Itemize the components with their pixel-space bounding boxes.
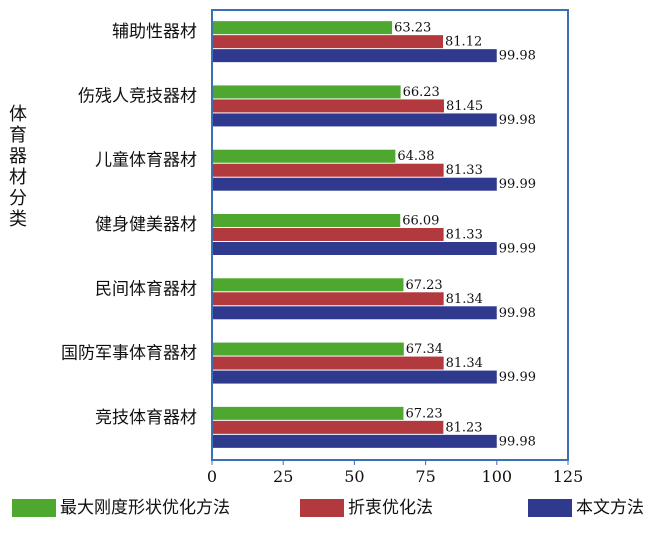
bar bbox=[213, 49, 497, 63]
data-label: 63.23 bbox=[394, 21, 431, 36]
data-label: 64.38 bbox=[397, 149, 434, 164]
category-label: 国防军事体育器材 bbox=[61, 344, 197, 364]
data-label: 67.34 bbox=[406, 342, 443, 357]
data-label: 99.98 bbox=[499, 434, 536, 449]
data-label: 66.09 bbox=[402, 214, 439, 229]
category-label: 伤残人竞技器材 bbox=[78, 86, 197, 106]
bar bbox=[213, 163, 444, 177]
bar bbox=[213, 85, 401, 99]
bar bbox=[213, 242, 497, 255]
x-tick-label: 75 bbox=[415, 467, 435, 486]
bar bbox=[213, 342, 404, 356]
data-label: 99.99 bbox=[499, 177, 536, 192]
value-labels: 63.23 81.12 99.98 66.23 81.45 99.98 64.38 81.33… bbox=[394, 21, 536, 450]
data-label: 99.99 bbox=[499, 242, 536, 257]
bar bbox=[213, 99, 444, 113]
bar bbox=[213, 177, 497, 191]
y-axis-label: 体育器材分类 bbox=[9, 104, 27, 230]
data-label: 66.23 bbox=[403, 85, 440, 100]
bar bbox=[213, 228, 444, 241]
data-label: 67.23 bbox=[405, 406, 442, 421]
legend-swatch bbox=[12, 499, 56, 517]
bar bbox=[213, 306, 497, 320]
bar bbox=[213, 406, 404, 420]
data-label: 99.98 bbox=[499, 49, 536, 64]
x-tick-label: 25 bbox=[273, 467, 293, 486]
legend-swatch bbox=[300, 499, 344, 517]
bar bbox=[213, 434, 497, 448]
data-label: 81.12 bbox=[445, 35, 482, 50]
x-tick-label: 50 bbox=[344, 467, 364, 486]
bar bbox=[213, 113, 497, 127]
data-label: 81.33 bbox=[446, 163, 483, 178]
data-label: 81.33 bbox=[446, 228, 483, 243]
x-tick-label: 125 bbox=[553, 467, 584, 486]
category-label: 民间体育器材 bbox=[95, 279, 197, 299]
bar bbox=[213, 420, 444, 434]
data-label: 81.34 bbox=[446, 292, 483, 307]
plot-frame bbox=[211, 9, 569, 461]
data-label: 99.98 bbox=[499, 113, 536, 128]
data-label: 67.23 bbox=[405, 278, 442, 293]
x-tick-label: 100 bbox=[482, 467, 513, 486]
data-label: 99.99 bbox=[499, 370, 536, 385]
legend: 最大刚度形状优化方法 折衷优化法 本文方法 bbox=[12, 498, 644, 518]
x-axis-ticks: 0 25 50 75 100 125 bbox=[207, 460, 583, 486]
bar bbox=[213, 149, 396, 163]
data-label: 81.23 bbox=[445, 420, 482, 435]
bar bbox=[213, 370, 497, 384]
data-label: 99.98 bbox=[499, 306, 536, 321]
category-label: 儿童体育器材 bbox=[95, 151, 197, 171]
bar bbox=[213, 214, 401, 227]
category-label: 竞技体育器材 bbox=[95, 408, 197, 428]
category-label: 健身健美器材 bbox=[95, 215, 197, 235]
bar bbox=[213, 21, 393, 35]
legend-swatch bbox=[528, 499, 572, 517]
legend-label: 折衷优化法 bbox=[348, 498, 433, 518]
bar bbox=[213, 356, 444, 370]
legend-label: 本文方法 bbox=[576, 498, 644, 518]
category-label: 辅助性器材 bbox=[112, 22, 197, 42]
data-label: 81.34 bbox=[446, 356, 483, 371]
bar bbox=[213, 292, 444, 306]
bar bbox=[213, 278, 404, 292]
category-labels: 辅助性器材伤残人竞技器材儿童体育器材健身健美器材民间体育器材国防军事体育器材竞技… bbox=[61, 22, 197, 428]
bars bbox=[213, 21, 497, 448]
data-label: 81.45 bbox=[446, 99, 483, 114]
legend-label: 最大刚度形状优化方法 bbox=[60, 498, 230, 518]
x-tick-label: 0 bbox=[207, 467, 217, 486]
bar bbox=[213, 35, 444, 49]
